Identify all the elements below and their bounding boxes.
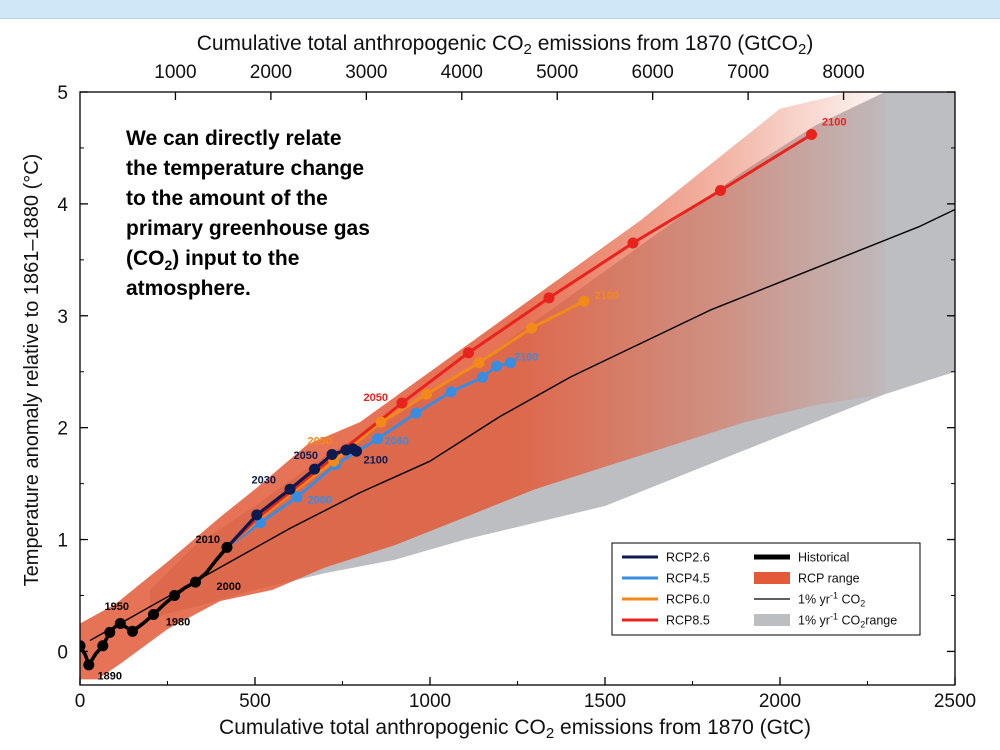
year-label: 2100 [514, 352, 538, 364]
rcp26-marker [284, 483, 296, 495]
legend-label: RCP2.6 [666, 551, 710, 565]
y-tick-label: 5 [57, 83, 68, 104]
rcp85-marker [715, 185, 726, 196]
x-tick-label: 500 [239, 691, 271, 712]
year-label: 1980 [166, 617, 190, 629]
year-label: 2060 [385, 435, 409, 447]
legend-label: 1% yr-1 CO2range [798, 612, 897, 630]
historical-marker [148, 609, 159, 620]
annotation-line: (CO2) input to the [126, 247, 300, 274]
historical-marker [80, 640, 86, 652]
y-tick-label: 0 [57, 642, 68, 663]
rcp26-marker [251, 509, 263, 521]
historical-marker [114, 618, 126, 629]
x-top-tick-label: 1000 [154, 62, 196, 83]
x-top-tick-label: 7000 [727, 62, 769, 83]
rcp26-marker [351, 445, 362, 457]
annotation-line: primary greenhouse gas [126, 217, 370, 240]
year-label: 2000 [308, 495, 332, 507]
x-axis-top-title: Cumulative total anthropogenic CO2 emiss… [197, 32, 814, 58]
year-labels: 1890 1950 1980 2000 2010 2030 2000 2050 2050 2060… [98, 117, 847, 683]
y-tick-label: 3 [57, 307, 68, 328]
historical-marker [169, 590, 180, 601]
year-label: 2100 [364, 455, 388, 467]
y-axis-title: Temperature anomaly relative to 1861–188… [21, 154, 43, 587]
legend-swatch [754, 614, 790, 626]
rcp45-marker [291, 491, 303, 503]
annotation-line: to the amount of the [126, 187, 328, 210]
x-top-tick-label: 4000 [441, 62, 483, 83]
rcp85-marker [396, 397, 408, 409]
rcp85-line [225, 133, 813, 549]
rcp45-marker [410, 407, 422, 419]
year-label: 2010 [196, 534, 220, 546]
rcp45-marker [445, 386, 457, 398]
rcp85-marker [463, 347, 474, 359]
year-label: 1890 [98, 670, 122, 682]
historical-marker [104, 626, 116, 638]
rcp45-marker [477, 371, 488, 383]
historical-marker [127, 625, 138, 637]
rcp60-marker [578, 295, 590, 307]
rcp45-marker [491, 360, 502, 372]
year-label: 2000 [217, 581, 241, 593]
x-tick-label: 0 [75, 691, 86, 712]
x-top-tick-label: 3000 [345, 62, 387, 83]
year-label: 1950 [105, 601, 129, 613]
y-tick-label: 4 [57, 195, 68, 216]
x-tick-label: 2500 [934, 691, 976, 712]
x-top-tick-label: 5000 [536, 62, 578, 83]
x-axis-title: Cumulative total anthropogenic CO2 emiss… [219, 716, 811, 742]
historical-marker [83, 659, 95, 671]
rcp85-marker [543, 292, 555, 304]
legend-swatch [754, 572, 790, 584]
legend-label: Historical [798, 551, 849, 565]
rcp45-line [225, 361, 512, 549]
annotation-line: We can directly relate [126, 127, 342, 150]
rcp45-marker [505, 357, 516, 369]
legend: RCP2.6 RCP4.5 RCP6.0 RCP8.5 Historical RCP ra… [611, 542, 921, 636]
annotation-line: the temperature change [126, 157, 365, 180]
year-label: 2030 [252, 475, 276, 487]
rcp26-marker [326, 449, 338, 460]
legend-label: RCP8.5 [666, 614, 710, 628]
rcp60-marker [473, 357, 485, 369]
rcp60-marker [375, 416, 387, 428]
historical-marker [221, 541, 233, 553]
rcp26-marker [309, 463, 320, 475]
historical-marker [190, 576, 201, 588]
rcp85-marker [627, 237, 639, 249]
historical-marker [97, 640, 109, 652]
x-top-tick-label: 2000 [250, 62, 292, 83]
y-tick-label: 1 [57, 531, 68, 552]
year-label: 2100 [595, 290, 619, 302]
rcp60-marker [421, 388, 432, 400]
legend-label: RCP range [798, 572, 860, 586]
year-label: 2050 [364, 392, 388, 404]
axis-ticks: 0 500 1000 1500 2000 2500 0 1 2 3 4 5 1000 2000 3000 40… [57, 62, 976, 712]
rcp85-marker [806, 129, 817, 140]
annotation-line: atmosphere. [126, 277, 251, 300]
year-label: 2100 [822, 117, 846, 129]
year-label: 2050 [294, 450, 318, 462]
x-top-tick-label: 8000 [822, 62, 864, 83]
legend-label: RCP4.5 [666, 572, 710, 586]
x-tick-label: 2000 [759, 691, 801, 712]
annotation-text: We can directly relate the temperature c… [126, 124, 446, 304]
x-tick-label: 1000 [409, 691, 451, 712]
y-tick-label: 2 [57, 419, 68, 440]
top-banner [0, 0, 1000, 19]
legend-label: RCP6.0 [666, 593, 710, 607]
x-top-tick-label: 6000 [632, 62, 674, 83]
rcp60-marker [526, 322, 537, 334]
year-label: 2050 [308, 435, 332, 447]
rcp45-marker [372, 433, 383, 445]
one-percent-line [89, 208, 955, 641]
series-markers [80, 129, 817, 671]
x-tick-label: 1500 [584, 691, 626, 712]
legend-label: 1% yr-1 CO2 [798, 591, 865, 609]
